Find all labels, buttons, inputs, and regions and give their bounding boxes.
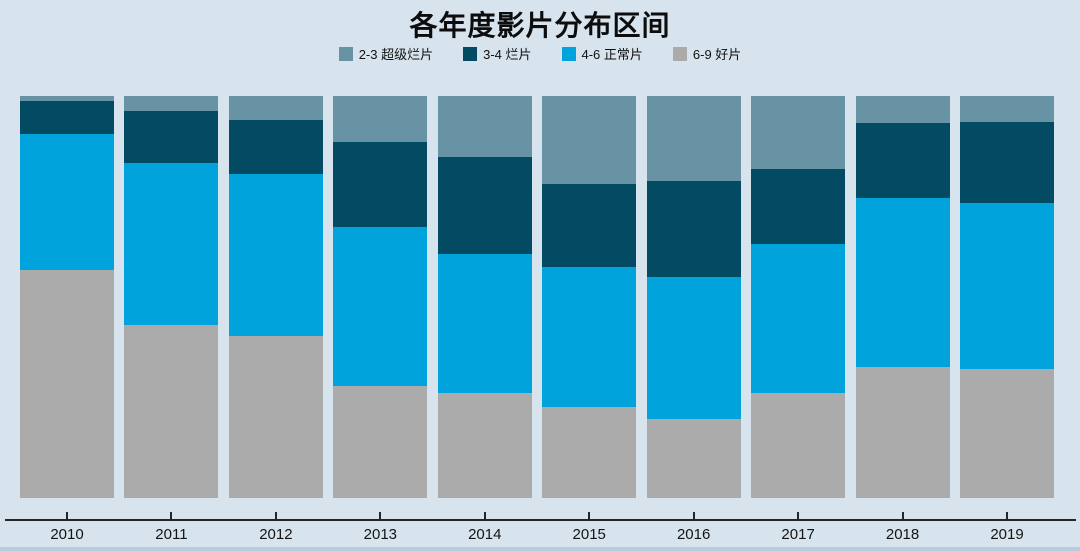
legend-swatch-icon	[561, 46, 576, 61]
bar-2015[interactable]	[542, 96, 637, 498]
bar-segment[interactable]	[437, 253, 532, 394]
x-axis-tick	[379, 512, 382, 519]
bar-segment[interactable]	[542, 184, 637, 268]
x-axis-label: 2018	[885, 526, 920, 543]
legend-item-super-bad[interactable]: 2-3 超级烂片	[338, 44, 434, 63]
bar-2014[interactable]	[437, 96, 532, 498]
chart-title: 各年度影片分布区间	[409, 11, 671, 42]
legend-label: 2-3 超级烂片	[358, 47, 434, 62]
bar-segment[interactable]	[437, 157, 532, 254]
bar-segment[interactable]	[646, 276, 741, 419]
bar-segment[interactable]	[124, 110, 219, 163]
legend-swatch-icon	[672, 46, 687, 61]
x-axis-tick	[66, 512, 68, 519]
x-axis-tick	[588, 512, 591, 519]
legend-swatch-icon	[463, 46, 478, 61]
bar-segment[interactable]	[646, 180, 741, 277]
x-axis-label: 2015	[572, 526, 606, 543]
bar-segment[interactable]	[960, 96, 1054, 123]
bar-segment[interactable]	[333, 96, 428, 142]
bar-segment[interactable]	[437, 393, 532, 498]
x-axis-label: 2017	[781, 526, 815, 543]
bar-2011[interactable]	[124, 96, 219, 498]
legend: 2-3 超级烂片 3-4 烂片 4-6 正常片 6-9 好片	[0, 44, 1080, 63]
bar-segment[interactable]	[960, 368, 1054, 498]
x-axis-line	[5, 519, 1076, 521]
x-axis-label: 2019	[990, 526, 1024, 543]
legend-item-good[interactable]: 6-9 好片	[672, 44, 742, 63]
x-axis-label: 2010	[50, 526, 84, 543]
bar-2017[interactable]	[751, 96, 846, 498]
bar-segment[interactable]	[124, 96, 219, 111]
x-axis-tick	[170, 512, 173, 519]
bar-2013[interactable]	[333, 96, 428, 498]
bar-segment[interactable]	[855, 198, 950, 367]
bar-segment[interactable]	[960, 122, 1054, 203]
bar-2012[interactable]	[228, 96, 323, 498]
bar-segment[interactable]	[542, 96, 637, 185]
x-axis-label: 2013	[363, 526, 398, 543]
x-axis-tick	[797, 512, 800, 519]
x-axis-label: 2011	[155, 526, 188, 543]
x-axis-label: 2016	[676, 526, 711, 543]
bar-2016[interactable]	[646, 96, 741, 498]
bar-segment[interactable]	[855, 366, 950, 498]
x-axis-tick	[483, 512, 486, 519]
legend-item-bad[interactable]: 3-4 烂片	[463, 44, 532, 63]
bar-segment[interactable]	[124, 324, 219, 498]
bar-segment[interactable]	[228, 335, 323, 498]
bar-segment[interactable]	[333, 141, 428, 227]
bar-segment[interactable]	[20, 133, 114, 270]
x-axis-tick	[274, 512, 277, 519]
legend-label: 4-6 正常片	[581, 47, 643, 62]
bar-segment[interactable]	[228, 173, 323, 336]
bar-2010[interactable]	[20, 96, 114, 498]
bar-segment[interactable]	[124, 162, 219, 325]
bar-2019[interactable]	[960, 96, 1054, 498]
bar-segment[interactable]	[855, 96, 950, 123]
legend-label: 6-9 好片	[692, 47, 742, 62]
bar-segment[interactable]	[751, 169, 846, 245]
x-axis-label: 2014	[468, 526, 502, 543]
bottom-edge-strip	[0, 547, 1080, 551]
bar-segment[interactable]	[333, 385, 428, 498]
bar-segment[interactable]	[20, 96, 114, 101]
bar-segment[interactable]	[751, 244, 846, 394]
x-axis-label: 2012	[259, 526, 293, 543]
bar-segment[interactable]	[960, 202, 1054, 369]
legend-label: 3-4 烂片	[483, 47, 532, 62]
bar-segment[interactable]	[751, 393, 846, 498]
x-axis-tick	[901, 512, 904, 519]
bar-segment[interactable]	[855, 122, 950, 199]
bar-segment[interactable]	[437, 96, 532, 158]
bar-segment[interactable]	[542, 407, 637, 498]
bar-segment[interactable]	[542, 267, 637, 408]
bar-segment[interactable]	[20, 100, 114, 134]
bar-2018[interactable]	[855, 96, 950, 498]
legend-item-normal[interactable]: 4-6 正常片	[561, 44, 643, 63]
x-axis-tick	[692, 512, 695, 519]
bar-segment[interactable]	[20, 269, 114, 498]
x-axis-tick	[1006, 512, 1008, 519]
bar-segment[interactable]	[228, 96, 323, 121]
legend-swatch-icon	[338, 46, 353, 61]
bar-segment[interactable]	[333, 226, 428, 386]
bar-segment[interactable]	[646, 96, 741, 181]
bar-segment[interactable]	[646, 418, 741, 498]
bar-segment[interactable]	[228, 120, 323, 174]
bar-segment[interactable]	[751, 96, 846, 170]
